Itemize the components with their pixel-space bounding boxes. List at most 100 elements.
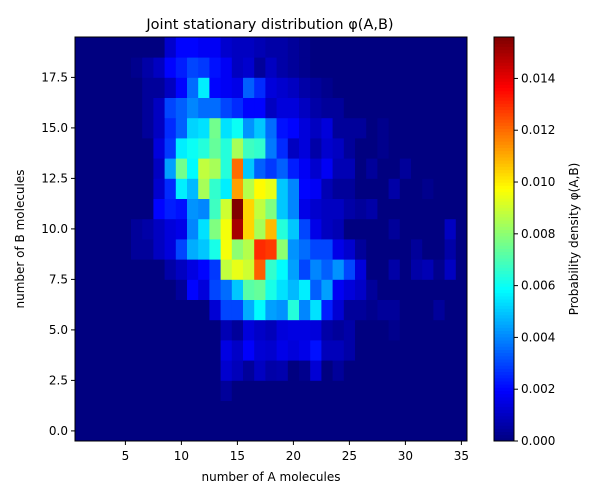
colorbar-segment (494, 106, 514, 111)
y-tick-label: 7.5 (49, 272, 68, 286)
heatmap-cell (75, 117, 87, 139)
heatmap-cell (366, 158, 378, 179)
heatmap-cell (175, 158, 188, 179)
heatmap-cell (187, 37, 199, 58)
heatmap-cell (243, 138, 255, 159)
heatmap-cell (343, 279, 356, 300)
heatmap-cell (187, 279, 199, 300)
x-tick-label: 10 (174, 449, 189, 463)
heatmap-cell (175, 97, 188, 119)
heatmap-cell (254, 279, 266, 300)
heatmap-cell (75, 340, 87, 361)
heatmap-cell (75, 259, 87, 280)
heatmap-cell (411, 299, 423, 321)
heatmap-cell (86, 299, 98, 321)
heatmap-cell (198, 299, 210, 321)
heatmap-cell (310, 77, 322, 98)
colorbar-segment (494, 437, 514, 442)
heatmap-cell (355, 178, 367, 199)
colorbar-segment (494, 324, 514, 328)
heatmap-cell (119, 299, 132, 321)
heatmap-cell (411, 279, 423, 300)
heatmap-cell (444, 279, 457, 300)
x-tick-label: 20 (286, 449, 301, 463)
heatmap-cell (265, 420, 277, 442)
heatmap-cell (299, 279, 311, 300)
heatmap-cell (377, 77, 389, 98)
heatmap-cell (86, 37, 98, 58)
heatmap-cell (332, 178, 345, 199)
heatmap-cell (131, 117, 143, 139)
heatmap-cell (209, 158, 221, 179)
heatmap-cell (198, 37, 210, 58)
heatmap-cell (187, 117, 199, 139)
heatmap-cell (455, 178, 468, 199)
heatmap-cell (366, 299, 378, 321)
heatmap-cell (355, 279, 367, 300)
heatmap-cell (433, 77, 445, 98)
heatmap-cell (388, 178, 401, 199)
heatmap-cell (343, 37, 356, 58)
heatmap-cell (276, 178, 289, 199)
heatmap-cell (321, 77, 333, 98)
y-tick-label: 12.5 (41, 171, 68, 185)
heatmap-cell (209, 239, 221, 260)
heatmap-cell (75, 420, 87, 442)
heatmap-cell (220, 420, 233, 442)
heatmap-cell (343, 57, 356, 78)
colorbar-segment (494, 305, 514, 309)
heatmap-cell (321, 380, 333, 401)
colorbar-segment (494, 112, 514, 117)
heatmap-cell (187, 218, 199, 240)
heatmap-cell (108, 400, 121, 422)
colorbar-segment (494, 251, 514, 256)
heatmap-cell (198, 138, 210, 159)
heatmap-cell (433, 117, 445, 139)
heatmap-cell (198, 340, 210, 361)
colorbar-segment (494, 355, 514, 360)
colorbar-segment (494, 317, 514, 322)
colorbar-segment (494, 185, 514, 189)
heatmap-cell (220, 319, 233, 341)
heatmap-cell (86, 319, 98, 341)
heatmap-cell (254, 299, 266, 321)
heatmap-cell (422, 138, 434, 159)
heatmap-cell (142, 37, 154, 58)
heatmap-cell (86, 259, 98, 280)
colorbar-segment (494, 144, 514, 148)
heatmap-cell (142, 198, 154, 220)
heatmap-cell (299, 360, 311, 381)
heatmap-cell (97, 97, 109, 119)
colorbar-segment (494, 182, 514, 186)
heatmap-cell (209, 319, 221, 341)
colorbar-segment (494, 115, 514, 120)
heatmap-cell (131, 37, 143, 58)
heatmap-cell (164, 319, 177, 341)
heatmap-cell (422, 340, 434, 361)
heatmap-cell (86, 340, 98, 361)
colorbar-segment (494, 122, 514, 126)
heatmap-cell (343, 97, 356, 119)
heatmap-cell (265, 279, 277, 300)
heatmap-cell (366, 340, 378, 361)
heatmap-cell (321, 400, 333, 422)
colorbar-segment (494, 428, 514, 433)
heatmap-cell (86, 400, 98, 422)
colorbar-segment (494, 100, 514, 104)
heatmap-cell (97, 319, 109, 341)
heatmap-cell (411, 138, 423, 159)
heatmap-cell (97, 239, 109, 260)
colorbar-segment (494, 387, 514, 391)
heatmap-cell (209, 57, 221, 78)
heatmap-cell (153, 178, 165, 199)
heatmap-cell (175, 259, 188, 280)
colorbar-tick-label: 0.010 (521, 175, 555, 189)
heatmap-cell (287, 360, 300, 381)
heatmap-cell (343, 380, 356, 401)
colorbar-segment (494, 188, 514, 193)
colorbar-segment (494, 415, 514, 420)
heatmap-cell (388, 77, 401, 98)
heatmap-cell (444, 138, 457, 159)
heatmap-cell (231, 97, 244, 119)
heatmap-cell (310, 57, 322, 78)
